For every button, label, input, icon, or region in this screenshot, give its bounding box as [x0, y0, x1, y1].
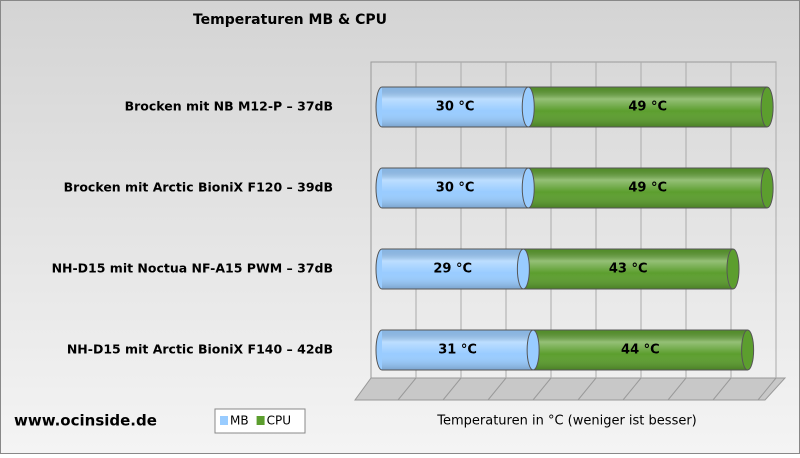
- value-label: 30 °C: [436, 100, 475, 115]
- bar-segment: [375, 167, 535, 209]
- bar-shade: [382, 168, 529, 208]
- chart-title: Temperaturen MB & CPU: [193, 12, 387, 28]
- bar-shade: [528, 168, 768, 208]
- bar-segment: [375, 248, 530, 290]
- value-label: 44 °C: [621, 343, 660, 358]
- floor-grid-line: [487, 377, 507, 401]
- floor-grid-line: [442, 377, 462, 401]
- category-label: NH-D15 mit Arctic BioniX F140 – 42dB: [67, 342, 333, 357]
- bar-cap-right: [760, 167, 774, 209]
- bar-cap-right: [726, 248, 740, 290]
- legend-label: CPU: [267, 414, 291, 428]
- bar-cap-right: [526, 329, 540, 371]
- bar-segment: [533, 329, 755, 371]
- floor-grid-line: [757, 377, 777, 401]
- value-label: 49 °C: [628, 181, 667, 196]
- plot-floor: [354, 377, 787, 401]
- bar-segment: [528, 167, 774, 209]
- value-label: 49 °C: [628, 100, 667, 115]
- bar-cap-right: [521, 86, 535, 128]
- bar-cap-right: [521, 167, 535, 209]
- x-axis-label: Temperaturen in °C (weniger ist besser): [436, 414, 697, 429]
- value-label: 30 °C: [436, 181, 475, 196]
- legend-swatch: [256, 416, 265, 425]
- category-label: NH-D15 mit Noctua NF-A15 PWM – 37dB: [52, 261, 333, 276]
- bar-cap-right: [760, 86, 774, 128]
- bar-shade: [382, 249, 524, 289]
- bar-segment: [375, 86, 535, 128]
- category-label: Brocken mit Arctic BioniX F120 – 39dB: [64, 180, 333, 195]
- value-label: 31 °C: [438, 343, 477, 358]
- floor-grid-line: [667, 377, 687, 401]
- bar-shade: [528, 87, 768, 127]
- bar-shade: [382, 87, 529, 127]
- floor-grid-line: [397, 377, 417, 401]
- value-label: 43 °C: [609, 262, 648, 277]
- bar-shade: [382, 330, 534, 370]
- category-label: Brocken mit NB M12-P – 37dB: [125, 99, 333, 114]
- floor-grid-line: [577, 377, 597, 401]
- bar-cap-right: [516, 248, 530, 290]
- bar-segment: [375, 329, 540, 371]
- bar-shade: [523, 249, 733, 289]
- bar-cap-right: [741, 329, 755, 371]
- legend-label: MB: [230, 414, 249, 428]
- bar-segment: [528, 86, 774, 128]
- bar-shade: [533, 330, 748, 370]
- floor-grid-line: [712, 377, 732, 401]
- bar-segment: [523, 248, 740, 290]
- value-label: 29 °C: [433, 262, 472, 277]
- legend-swatch: [220, 416, 228, 425]
- floor-grid-line: [622, 377, 642, 401]
- watermark: www.ocinside.de: [14, 412, 157, 430]
- floor-grid-line: [532, 377, 552, 401]
